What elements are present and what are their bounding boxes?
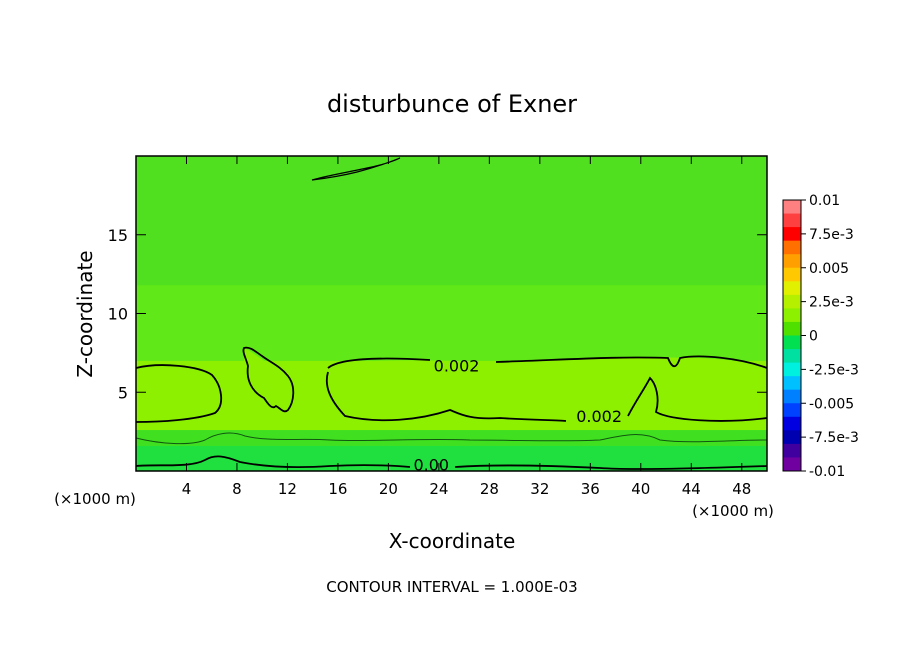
colorbar-label: -2.5e-3 (809, 362, 859, 378)
x-tick-label: 48 (732, 480, 751, 498)
colorbar-swatch (783, 403, 801, 418)
colorbar-swatch (783, 213, 801, 228)
colorbar-swatch (783, 240, 801, 255)
contour-upper-left (135, 364, 222, 423)
contour-label-2: 0.00 (413, 456, 449, 475)
colorbar-label: 2.5e-3 (809, 295, 854, 311)
colorbar-swatch (783, 281, 801, 296)
colorbar-label: -0.01 (809, 464, 845, 480)
contour-thin-lower (135, 432, 768, 445)
colorbar-swatch (783, 349, 801, 364)
blob-left (136, 365, 222, 422)
field-band-0 (136, 445, 767, 471)
y-tick-label: 10 (108, 305, 128, 324)
colorbar-swatch (783, 227, 801, 242)
contour-zero (135, 455, 768, 470)
x-tick-label: 20 (379, 480, 398, 498)
y-ticks: 5 10 15 (108, 226, 767, 402)
colorbar: 0.01 7.5e-3 0.005 2.5e-3 0 -2.5e-3 -0.005 -7.5e… (782, 193, 859, 480)
field-band-1 (136, 430, 767, 446)
y-tick-label: 5 (118, 383, 128, 402)
y-tick-label: 15 (108, 226, 128, 245)
field-band-4 (136, 156, 767, 286)
colorbar-label: -7.5e-3 (809, 430, 859, 446)
field-bands (136, 156, 767, 471)
colorbar-label: 0 (809, 329, 818, 345)
field-band-3 (136, 285, 767, 361)
colorbar-swatch (783, 416, 801, 431)
colorbar-swatch (783, 294, 801, 309)
x-tick-label: 44 (682, 480, 701, 498)
chart-title: disturbunce of Exner (327, 90, 577, 118)
colorbar-swatch (783, 457, 801, 472)
blob-center (324, 357, 767, 422)
colorbar-label: 0.01 (809, 193, 840, 209)
contour-top-sliver (311, 157, 401, 181)
x-tick-label: 12 (278, 480, 297, 498)
colorbar-swatch (783, 362, 801, 377)
x-tick-label: 40 (631, 480, 650, 498)
x-tick-label: 4 (182, 480, 192, 498)
x-tick-label: 24 (429, 480, 448, 498)
colorbar-swatch (783, 376, 801, 391)
contour-center-upper (327, 355, 768, 369)
x-unit-right: (×1000 m) (692, 502, 774, 520)
contour-center-lower (325, 371, 768, 422)
contour-label-1: 0.002 (576, 407, 622, 426)
contour-label-0: 0.002 (434, 356, 480, 375)
colorbar-label: 7.5e-3 (809, 227, 854, 243)
x-tick-label: 36 (581, 480, 600, 498)
x-unit-left: (×1000 m) (54, 490, 136, 508)
contour-labels: 0.002 0.002 0.00 (413, 356, 622, 474)
colorbar-swatch (783, 267, 801, 282)
colorbar-swatch (783, 200, 801, 215)
contour-interval-note: CONTOUR INTERVAL = 1.000E-03 (326, 578, 577, 596)
colorbar-swatch (783, 321, 801, 336)
colorbar-swatch (783, 443, 801, 458)
contour-small-loop (242, 346, 295, 413)
y-axis-label: Z-coordinate (73, 250, 97, 377)
colorbar-swatch (783, 389, 801, 404)
x-tick-label: 32 (530, 480, 549, 498)
x-axis-label: X-coordinate (389, 529, 516, 553)
colorbar-swatch (783, 254, 801, 269)
colorbar-swatch (783, 335, 801, 350)
colorbar-swatch (783, 308, 801, 323)
colorbar-swatch (783, 430, 801, 445)
x-tick-label: 8 (232, 480, 242, 498)
x-ticks: 4 8 12 16 20 24 28 32 36 40 44 48 (182, 156, 751, 498)
x-tick-label: 28 (480, 480, 499, 498)
colorbar-label: 0.005 (809, 261, 849, 277)
colorbar-label: -0.005 (809, 396, 854, 412)
x-tick-label: 16 (328, 480, 347, 498)
blob-small (244, 348, 292, 413)
